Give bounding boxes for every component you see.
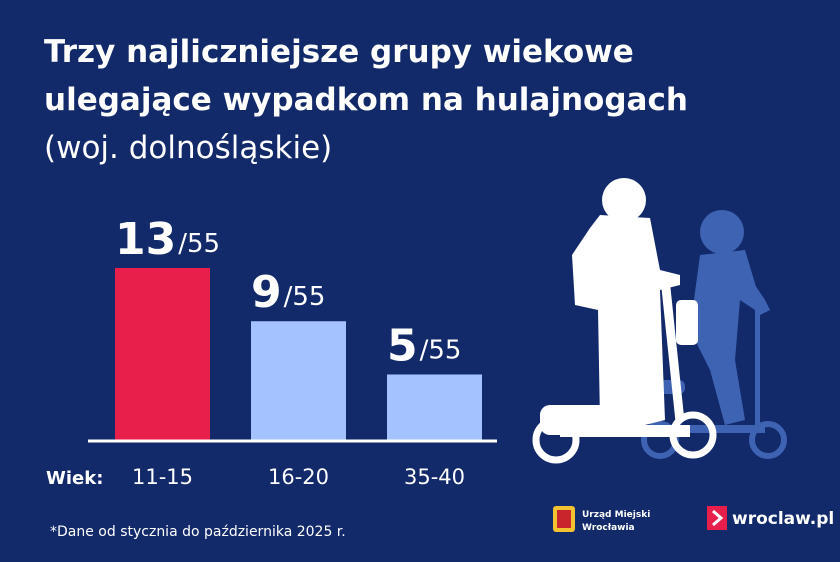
logo-text: wroclaw.pl (732, 509, 834, 529)
total-label: /55 (420, 335, 462, 365)
scooter-silhouettes (532, 178, 787, 464)
x-tick-label: 11-15 (132, 465, 193, 489)
bar (387, 374, 482, 441)
logo-text: Urząd Miejski (582, 510, 650, 520)
title-line: Trzy najliczniejsze grupy wiekowe (44, 34, 634, 70)
total-label: /55 (284, 282, 326, 312)
title-line: ulegające wypadkom na hulajnogach (44, 82, 688, 118)
total-label: /55 (178, 229, 220, 259)
x-tick-label: 35-40 (404, 465, 465, 489)
x-axis-label: Wiek: (46, 468, 103, 489)
x-tick-label: 16-20 (268, 465, 329, 489)
value-label: 9 (251, 267, 282, 318)
logo-text: Wrocławia (582, 523, 635, 533)
bar (251, 321, 346, 441)
city-logo: Urząd Miejski Wrocławia (553, 506, 650, 533)
footnote: *Dane od stycznia do października 2025 r… (50, 524, 346, 540)
value-label: 13 (115, 214, 176, 265)
value-label: 5 (387, 320, 418, 371)
subtitle: (woj. dolnośląskie) (44, 130, 332, 166)
site-logo: wroclaw.pl (707, 506, 834, 530)
bar (115, 268, 210, 441)
